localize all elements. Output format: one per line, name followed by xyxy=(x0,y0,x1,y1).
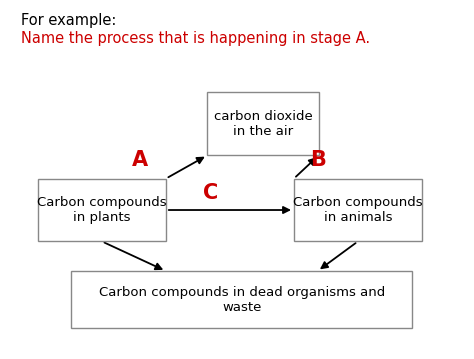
Text: Name the process that is happening in stage A.: Name the process that is happening in st… xyxy=(21,31,371,46)
Bar xyxy=(208,93,319,155)
Bar xyxy=(294,179,422,241)
Text: Carbon compounds in dead organisms and
waste: Carbon compounds in dead organisms and w… xyxy=(99,286,385,314)
Text: Carbon compounds
in plants: Carbon compounds in plants xyxy=(37,196,167,224)
Text: carbon dioxide
in the air: carbon dioxide in the air xyxy=(214,110,312,138)
Text: A: A xyxy=(132,150,148,170)
Text: For example:: For example: xyxy=(21,13,117,28)
Bar xyxy=(71,271,412,328)
Text: C: C xyxy=(203,183,219,203)
Bar xyxy=(38,179,166,241)
Text: B: B xyxy=(310,150,326,170)
Text: Carbon compounds
in animals: Carbon compounds in animals xyxy=(293,196,423,224)
